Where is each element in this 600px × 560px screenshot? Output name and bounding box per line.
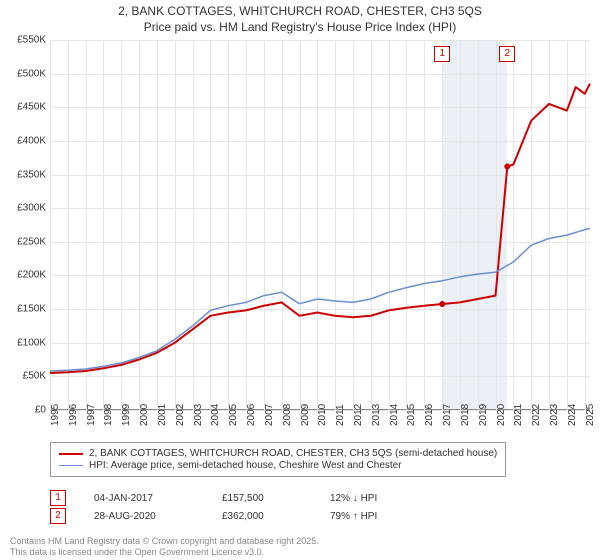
x-tick-label: 2001 <box>157 404 168 426</box>
x-tick-label: 2023 <box>549 404 560 426</box>
series-hpi <box>50 228 590 371</box>
legend-swatch-icon <box>59 453 83 455</box>
x-tick-label: 2021 <box>513 404 524 426</box>
x-tick-label: 2008 <box>282 404 293 426</box>
legend-label: 2, BANK COTTAGES, WHITCHURCH ROAD, CHEST… <box>89 448 497 459</box>
x-tick-label: 2015 <box>406 404 417 426</box>
y-axis: £0£50K£100K£150K£200K£250K£300K£350K£400… <box>0 40 50 410</box>
y-tick-label: £0 <box>35 405 46 416</box>
x-tick-label: 1997 <box>86 404 97 426</box>
x-tick-label: 1998 <box>103 404 114 426</box>
y-tick-label: £250K <box>17 236 46 247</box>
x-tick-label: 1996 <box>68 404 79 426</box>
x-tick-label: 2006 <box>246 404 257 426</box>
x-tick-label: 2014 <box>389 404 400 426</box>
x-tick-label: 2016 <box>424 404 435 426</box>
title-line-2: Price paid vs. HM Land Registry's House … <box>10 20 590 36</box>
x-tick-label: 2022 <box>531 404 542 426</box>
x-tick-label: 2010 <box>317 404 328 426</box>
x-tick-label: 2024 <box>567 404 578 426</box>
line-layer <box>50 40 590 410</box>
sale-row-marker: 2 <box>50 508 66 524</box>
x-tick-label: 2020 <box>496 404 507 426</box>
legend-item: HPI: Average price, semi-detached house,… <box>59 460 497 471</box>
sale-point-icon <box>504 163 510 169</box>
x-tick-label: 2019 <box>478 404 489 426</box>
y-tick-label: £400K <box>17 135 46 146</box>
x-tick-label: 2018 <box>460 404 471 426</box>
x-tick-label: 1995 <box>50 404 61 426</box>
sale-hpi-delta: 12% ↓ HPI <box>330 493 377 504</box>
x-tick-label: 2000 <box>139 404 150 426</box>
x-tick-label: 2004 <box>210 404 221 426</box>
series-price_paid <box>50 84 590 373</box>
footer-attribution: Contains HM Land Registry data © Crown c… <box>10 536 319 558</box>
sale-price: £362,000 <box>222 511 302 522</box>
legend-swatch-icon <box>59 465 83 467</box>
sale-hpi-delta: 79% ↑ HPI <box>330 511 377 522</box>
x-tick-label: 1999 <box>121 404 132 426</box>
x-tick-label: 2002 <box>175 404 186 426</box>
title-line-1: 2, BANK COTTAGES, WHITCHURCH ROAD, CHEST… <box>10 4 590 20</box>
x-tick-label: 2007 <box>264 404 275 426</box>
y-tick-label: £150K <box>17 304 46 315</box>
sale-row-marker: 1 <box>50 490 66 506</box>
x-tick-label: 2013 <box>371 404 382 426</box>
footer-line-1: Contains HM Land Registry data © Crown c… <box>10 536 319 547</box>
y-tick-label: £500K <box>17 68 46 79</box>
y-tick-label: £300K <box>17 203 46 214</box>
x-tick-label: 2017 <box>442 404 453 426</box>
x-tick-label: 2009 <box>300 404 311 426</box>
x-axis: 1995199619971998199920002001200220032004… <box>50 410 590 440</box>
sales-table: 1 04-JAN-2017 £157,500 12% ↓ HPI 2 28-AUG-202… <box>50 488 590 526</box>
y-tick-label: £200K <box>17 270 46 281</box>
sale-point-icon <box>439 301 445 307</box>
sale-marker-box: 2 <box>499 46 515 62</box>
footer-line-2: This data is licensed under the Open Gov… <box>10 547 319 558</box>
y-tick-label: £550K <box>17 35 46 46</box>
chart-container: 2, BANK COTTAGES, WHITCHURCH ROAD, CHEST… <box>0 0 600 560</box>
sale-row: 1 04-JAN-2017 £157,500 12% ↓ HPI <box>50 490 590 506</box>
sale-date: 28-AUG-2020 <box>94 511 194 522</box>
x-tick-label: 2012 <box>353 404 364 426</box>
y-tick-label: £350K <box>17 169 46 180</box>
legend-item: 2, BANK COTTAGES, WHITCHURCH ROAD, CHEST… <box>59 448 497 459</box>
y-tick-label: £450K <box>17 102 46 113</box>
y-tick-label: £50K <box>23 371 46 382</box>
legend: 2, BANK COTTAGES, WHITCHURCH ROAD, CHEST… <box>50 442 590 477</box>
legend-label: HPI: Average price, semi-detached house,… <box>89 460 402 471</box>
y-tick-label: £100K <box>17 337 46 348</box>
plot-area: 12 <box>50 40 590 410</box>
chart-title: 2, BANK COTTAGES, WHITCHURCH ROAD, CHEST… <box>0 0 600 35</box>
x-tick-label: 2025 <box>585 404 596 426</box>
x-tick-label: 2011 <box>335 404 346 426</box>
sale-row: 2 28-AUG-2020 £362,000 79% ↑ HPI <box>50 508 590 524</box>
x-tick-label: 2005 <box>228 404 239 426</box>
sale-price: £157,500 <box>222 493 302 504</box>
legend-box: 2, BANK COTTAGES, WHITCHURCH ROAD, CHEST… <box>50 442 506 477</box>
sale-date: 04-JAN-2017 <box>94 493 194 504</box>
x-tick-label: 2003 <box>193 404 204 426</box>
sale-marker-box: 1 <box>434 46 450 62</box>
